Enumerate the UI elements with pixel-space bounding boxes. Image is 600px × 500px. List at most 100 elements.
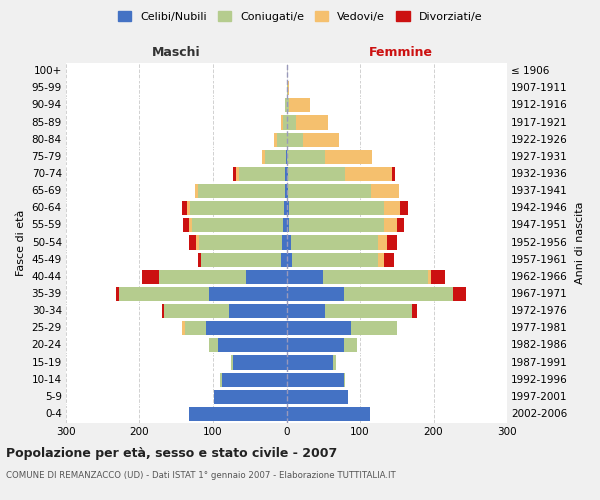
Bar xyxy=(289,201,383,215)
Bar xyxy=(286,150,287,164)
Bar xyxy=(287,252,292,266)
Bar xyxy=(287,132,304,146)
Bar xyxy=(287,372,344,386)
Bar xyxy=(161,304,164,318)
Bar xyxy=(397,218,404,232)
Legend: Celibi/Nubili, Coniugati/e, Vedovi/e, Divorziati/e: Celibi/Nubili, Coniugati/e, Vedovi/e, Di… xyxy=(115,8,485,25)
Bar xyxy=(292,252,379,266)
Text: Femmine: Femmine xyxy=(368,46,433,59)
Bar xyxy=(285,167,287,181)
Bar xyxy=(383,201,400,215)
Bar xyxy=(281,252,287,266)
Bar xyxy=(296,116,328,130)
Bar xyxy=(287,184,288,198)
Bar xyxy=(209,338,218,352)
Text: COMUNE DI REMANZACCO (UD) - Dati ISTAT 1° gennaio 2007 - Elaborazione TUTTITALIA: COMUNE DI REMANZACCO (UD) - Dati ISTAT 1… xyxy=(6,471,396,480)
Bar xyxy=(187,201,190,215)
Bar xyxy=(344,372,346,386)
Bar xyxy=(201,252,281,266)
Bar xyxy=(246,270,287,284)
Bar xyxy=(325,150,372,164)
Bar xyxy=(233,167,236,181)
Bar xyxy=(333,356,336,370)
Bar xyxy=(206,321,287,335)
Bar xyxy=(288,184,371,198)
Bar xyxy=(412,304,418,318)
Bar xyxy=(289,218,383,232)
Bar xyxy=(287,390,347,404)
Bar xyxy=(198,252,201,266)
Bar xyxy=(214,390,287,404)
Bar xyxy=(160,270,246,284)
Bar xyxy=(287,356,333,370)
Bar xyxy=(283,218,287,232)
Bar xyxy=(190,236,196,250)
Bar xyxy=(209,287,287,301)
Bar xyxy=(392,167,395,181)
Bar xyxy=(281,116,283,130)
Bar xyxy=(182,201,187,215)
Bar xyxy=(229,304,287,318)
Bar xyxy=(277,132,287,146)
Y-axis label: Fasce di età: Fasce di età xyxy=(16,210,26,276)
Bar xyxy=(287,338,344,352)
Bar xyxy=(193,218,283,232)
Bar xyxy=(287,98,289,112)
Bar xyxy=(190,201,284,215)
Bar xyxy=(428,270,431,284)
Bar xyxy=(189,407,287,421)
Bar xyxy=(198,184,285,198)
Bar xyxy=(371,184,399,198)
Bar xyxy=(222,372,287,386)
Bar xyxy=(116,287,119,301)
Bar xyxy=(287,150,325,164)
Bar xyxy=(183,218,190,232)
Bar xyxy=(323,270,428,284)
Bar xyxy=(283,116,287,130)
Bar xyxy=(287,236,291,250)
Bar xyxy=(284,201,287,215)
Bar xyxy=(325,304,412,318)
Bar xyxy=(282,236,287,250)
Bar xyxy=(288,167,346,181)
Bar xyxy=(431,270,445,284)
Bar xyxy=(287,270,323,284)
Bar xyxy=(190,218,193,232)
Bar xyxy=(274,132,277,146)
Bar xyxy=(452,287,466,301)
Bar xyxy=(233,356,287,370)
Bar xyxy=(196,236,199,250)
Bar xyxy=(304,132,338,146)
Bar xyxy=(287,218,289,232)
Bar xyxy=(185,321,206,335)
Bar xyxy=(182,321,185,335)
Bar xyxy=(287,116,296,130)
Bar xyxy=(344,338,357,352)
Bar xyxy=(199,236,282,250)
Bar xyxy=(239,167,285,181)
Bar xyxy=(196,184,198,198)
Bar xyxy=(265,150,286,164)
Bar xyxy=(220,372,222,386)
Bar xyxy=(344,287,452,301)
Bar xyxy=(384,252,394,266)
Bar xyxy=(351,321,397,335)
Bar xyxy=(287,321,351,335)
Bar xyxy=(285,184,287,198)
Bar xyxy=(387,236,397,250)
Bar xyxy=(218,338,287,352)
Text: Maschi: Maschi xyxy=(152,46,200,59)
Bar xyxy=(379,252,384,266)
Bar xyxy=(400,201,408,215)
Bar xyxy=(287,81,288,95)
Bar xyxy=(291,236,377,250)
Bar xyxy=(287,167,288,181)
Y-axis label: Anni di nascita: Anni di nascita xyxy=(575,201,585,284)
Bar xyxy=(262,150,265,164)
Bar xyxy=(377,236,387,250)
Bar xyxy=(164,304,229,318)
Bar xyxy=(289,98,310,112)
Bar xyxy=(232,356,233,370)
Text: Popolazione per età, sesso e stato civile - 2007: Popolazione per età, sesso e stato civil… xyxy=(6,448,337,460)
Bar xyxy=(383,218,397,232)
